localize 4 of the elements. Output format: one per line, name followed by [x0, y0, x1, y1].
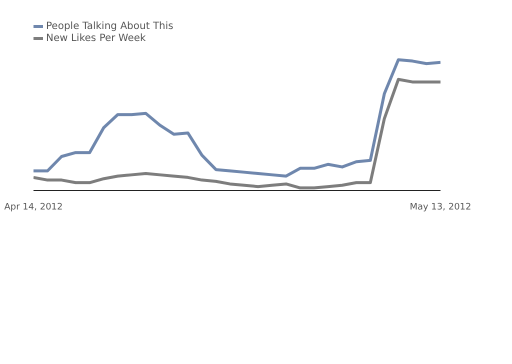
x-tick-label: Apr 14, 2012 — [4, 202, 63, 212]
x-tick-label: May 13, 2012 — [410, 202, 472, 212]
legend-label: New Likes Per Week — [46, 32, 146, 44]
legend-label: People Talking About This — [46, 20, 174, 32]
